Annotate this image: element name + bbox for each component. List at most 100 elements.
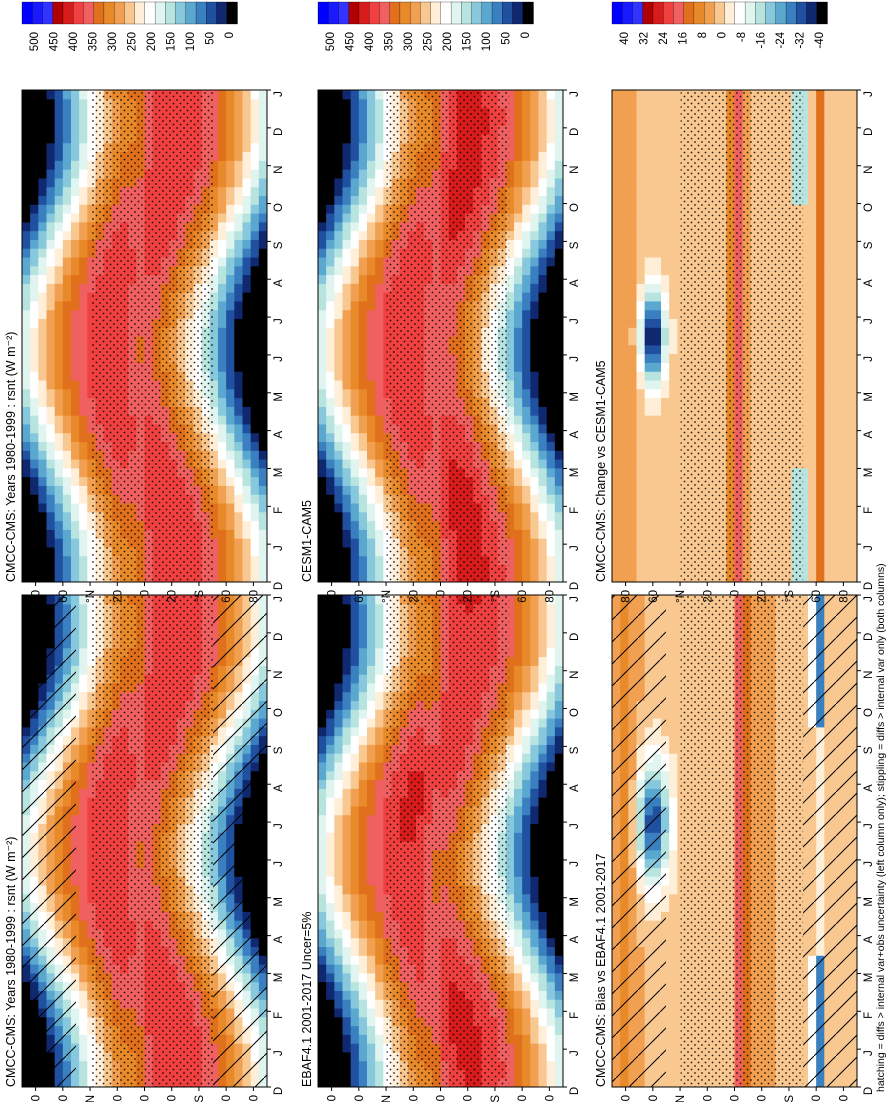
heatmap-cell <box>514 709 523 719</box>
heatmap-cell <box>538 726 548 737</box>
heatmap-cell <box>350 946 360 956</box>
heatmap-cell <box>334 1007 344 1018</box>
heatmap-cell <box>342 1016 352 1027</box>
heatmap-cell <box>342 849 352 860</box>
heatmap-cell <box>505 858 515 868</box>
heatmap-cell <box>530 797 540 807</box>
heatmap-cell <box>554 902 563 912</box>
heatmap-cell <box>350 700 360 710</box>
heatmap-cell <box>522 797 531 807</box>
heatmap-cell <box>326 1069 335 1079</box>
month-label: M <box>273 897 285 907</box>
heatmap-cell <box>375 1007 384 1018</box>
heatmap-cell <box>334 972 344 983</box>
heatmap-cell <box>375 788 384 798</box>
heatmap-cell <box>79 1034 88 1044</box>
heatmap-cell <box>538 823 548 833</box>
heatmap-cell <box>334 638 344 649</box>
heatmap-cell <box>546 990 556 1000</box>
heatmap-cell <box>79 630 88 640</box>
heatmap-cell <box>318 972 327 983</box>
heatmap-cell <box>342 726 352 737</box>
heatmap-cell <box>326 1025 335 1035</box>
heatmap-cell <box>358 1060 368 1071</box>
heatmap-cell <box>79 911 88 921</box>
heatmap-cell <box>79 612 88 622</box>
heatmap-cell <box>538 630 548 640</box>
heatmap-cell <box>669 770 678 781</box>
heatmap-cell <box>326 841 335 851</box>
heatmap-cell <box>358 928 368 939</box>
lat-label: 0 <box>436 1095 448 1101</box>
heatmap-cell <box>334 928 344 939</box>
heatmap-cell <box>514 718 523 728</box>
heatmap-cell <box>505 647 515 658</box>
heatmap-cell <box>79 744 88 754</box>
heatmap-cell <box>530 990 540 1000</box>
heatmap-cell <box>546 920 556 930</box>
heatmap-cell <box>350 1060 360 1071</box>
heatmap-cell <box>530 753 540 763</box>
stippling-overlay <box>386 595 510 1087</box>
heatmap-cell <box>367 884 376 895</box>
month-label: D <box>569 1087 581 1095</box>
heatmap-cell <box>522 876 531 886</box>
heatmap-cell <box>530 946 540 956</box>
heatmap-cell <box>669 709 678 719</box>
heatmap-cell <box>505 665 515 675</box>
heatmap-cell <box>546 814 556 825</box>
heatmap-cell <box>669 972 678 983</box>
heatmap-cell <box>514 682 523 693</box>
heatmap-cell <box>326 718 335 728</box>
heatmap-cell <box>522 911 531 921</box>
month-label: N <box>273 671 285 679</box>
heatmap-cell <box>546 884 556 895</box>
heatmap-cell <box>538 911 548 921</box>
heatmap-cell <box>530 603 540 614</box>
heatmap-cell <box>530 621 540 631</box>
heatmap-cell <box>522 691 531 702</box>
heatmap-cell <box>79 832 88 842</box>
heatmap-cell <box>342 964 352 974</box>
heatmap-cell <box>530 823 540 833</box>
heatmap-cell <box>669 823 678 833</box>
heatmap-cell <box>367 1025 376 1035</box>
heatmap-cell <box>505 761 515 772</box>
heatmap-cell <box>350 779 360 789</box>
heatmap-cell <box>318 595 327 605</box>
heatmap-cell <box>530 911 540 921</box>
heatmap-cell <box>669 858 678 868</box>
heatmap-cell <box>334 955 344 965</box>
heatmap-cell <box>318 928 327 939</box>
heatmap-cell <box>79 1007 88 1018</box>
month-label: A <box>273 784 285 792</box>
heatmap-cell <box>350 964 360 974</box>
heatmap-cell <box>522 1060 531 1071</box>
heatmap-cell <box>669 981 678 991</box>
heatmap-cell <box>350 832 360 842</box>
heatmap-cell <box>358 1051 368 1062</box>
heatmap-cell <box>546 1034 556 1044</box>
heatmap-cell <box>79 638 88 649</box>
heatmap-cell <box>334 920 344 930</box>
heatmap-cell <box>326 682 335 693</box>
heatmap-cell <box>350 770 360 781</box>
heatmap-cell <box>350 1016 360 1027</box>
heatmap-cell <box>538 691 548 702</box>
heatmap-cell <box>318 665 327 675</box>
heatmap-cell <box>358 805 368 816</box>
heatmap-cell <box>669 884 678 895</box>
heatmap-cell <box>505 1051 515 1062</box>
heatmap-cell <box>538 876 548 886</box>
heatmap-cell <box>79 928 88 939</box>
heatmap-cell <box>530 814 540 825</box>
heatmap-cell <box>342 867 352 877</box>
heatmap-cell <box>546 964 556 974</box>
heatmap-cell <box>342 718 352 728</box>
heatmap-cell <box>350 718 360 728</box>
heatmap-cell <box>505 1007 515 1018</box>
heatmap-cell <box>334 964 344 974</box>
heatmap-cell <box>334 999 344 1009</box>
heatmap-cell <box>530 595 540 605</box>
heatmap-cell <box>546 849 556 860</box>
